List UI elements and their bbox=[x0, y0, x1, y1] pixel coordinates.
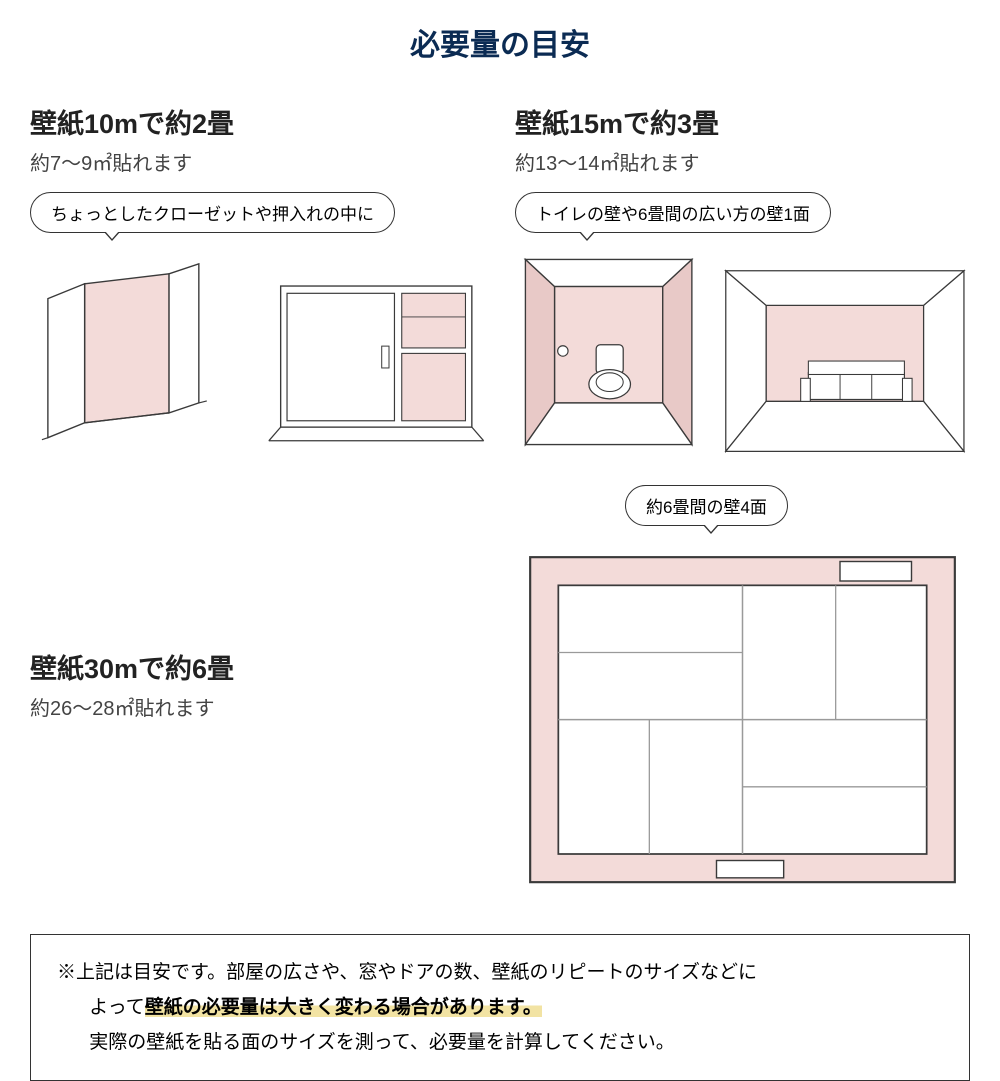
illustration-closet bbox=[30, 249, 249, 448]
section-c-headline: 壁紙30mで約6畳 bbox=[30, 647, 485, 686]
section-15m: 壁紙15mで約3畳 約13～14㎡貼れます トイレの壁や6畳間の広い方の壁1面 bbox=[515, 102, 970, 457]
sections-grid: 壁紙10mで約2畳 約7～9㎡貼れます ちょっとしたクローゼットや押入れの中に bbox=[30, 102, 970, 900]
section-b-headline: 壁紙15mで約3畳 bbox=[515, 102, 970, 141]
illustration-oshiire bbox=[267, 266, 486, 448]
illustration-floorplan bbox=[515, 542, 970, 900]
illustration-toilet bbox=[515, 249, 702, 457]
note-line3: 実際の壁紙を貼る面のサイズを測って、必要量を計算してください。 bbox=[57, 1025, 943, 1060]
note-line1: ※上記は目安です。部屋の広さや、窓やドアの数、壁紙のリピートのサイズなどに bbox=[57, 962, 757, 983]
section-30m-text: 壁紙30mで約6畳 約26～28㎡貼れます bbox=[30, 647, 485, 737]
section-c-sub: 約26～28㎡貼れます bbox=[30, 692, 485, 721]
section-a-headline: 壁紙10mで約2畳 bbox=[30, 102, 485, 141]
illustration-room-1wall bbox=[720, 265, 970, 457]
section-c-bubble: 約6畳間の壁4面 bbox=[625, 485, 788, 526]
section-30m-illustration: 約6畳間の壁4面 bbox=[515, 485, 970, 900]
page-title: 必要量の目安 bbox=[30, 20, 970, 64]
section-a-sub: 約7～9㎡貼れます bbox=[30, 147, 485, 176]
section-b-bubble: トイレの壁や6畳間の広い方の壁1面 bbox=[515, 192, 831, 233]
section-b-sub: 約13～14㎡貼れます bbox=[515, 147, 970, 176]
section-10m: 壁紙10mで約2畳 約7～9㎡貼れます ちょっとしたクローゼットや押入れの中に bbox=[30, 102, 485, 457]
section-a-bubble: ちょっとしたクローゼットや押入れの中に bbox=[30, 192, 395, 233]
note-box: ※上記は目安です。部屋の広さや、窓やドアの数、壁紙のリピートのサイズなどに よっ… bbox=[30, 934, 970, 1081]
